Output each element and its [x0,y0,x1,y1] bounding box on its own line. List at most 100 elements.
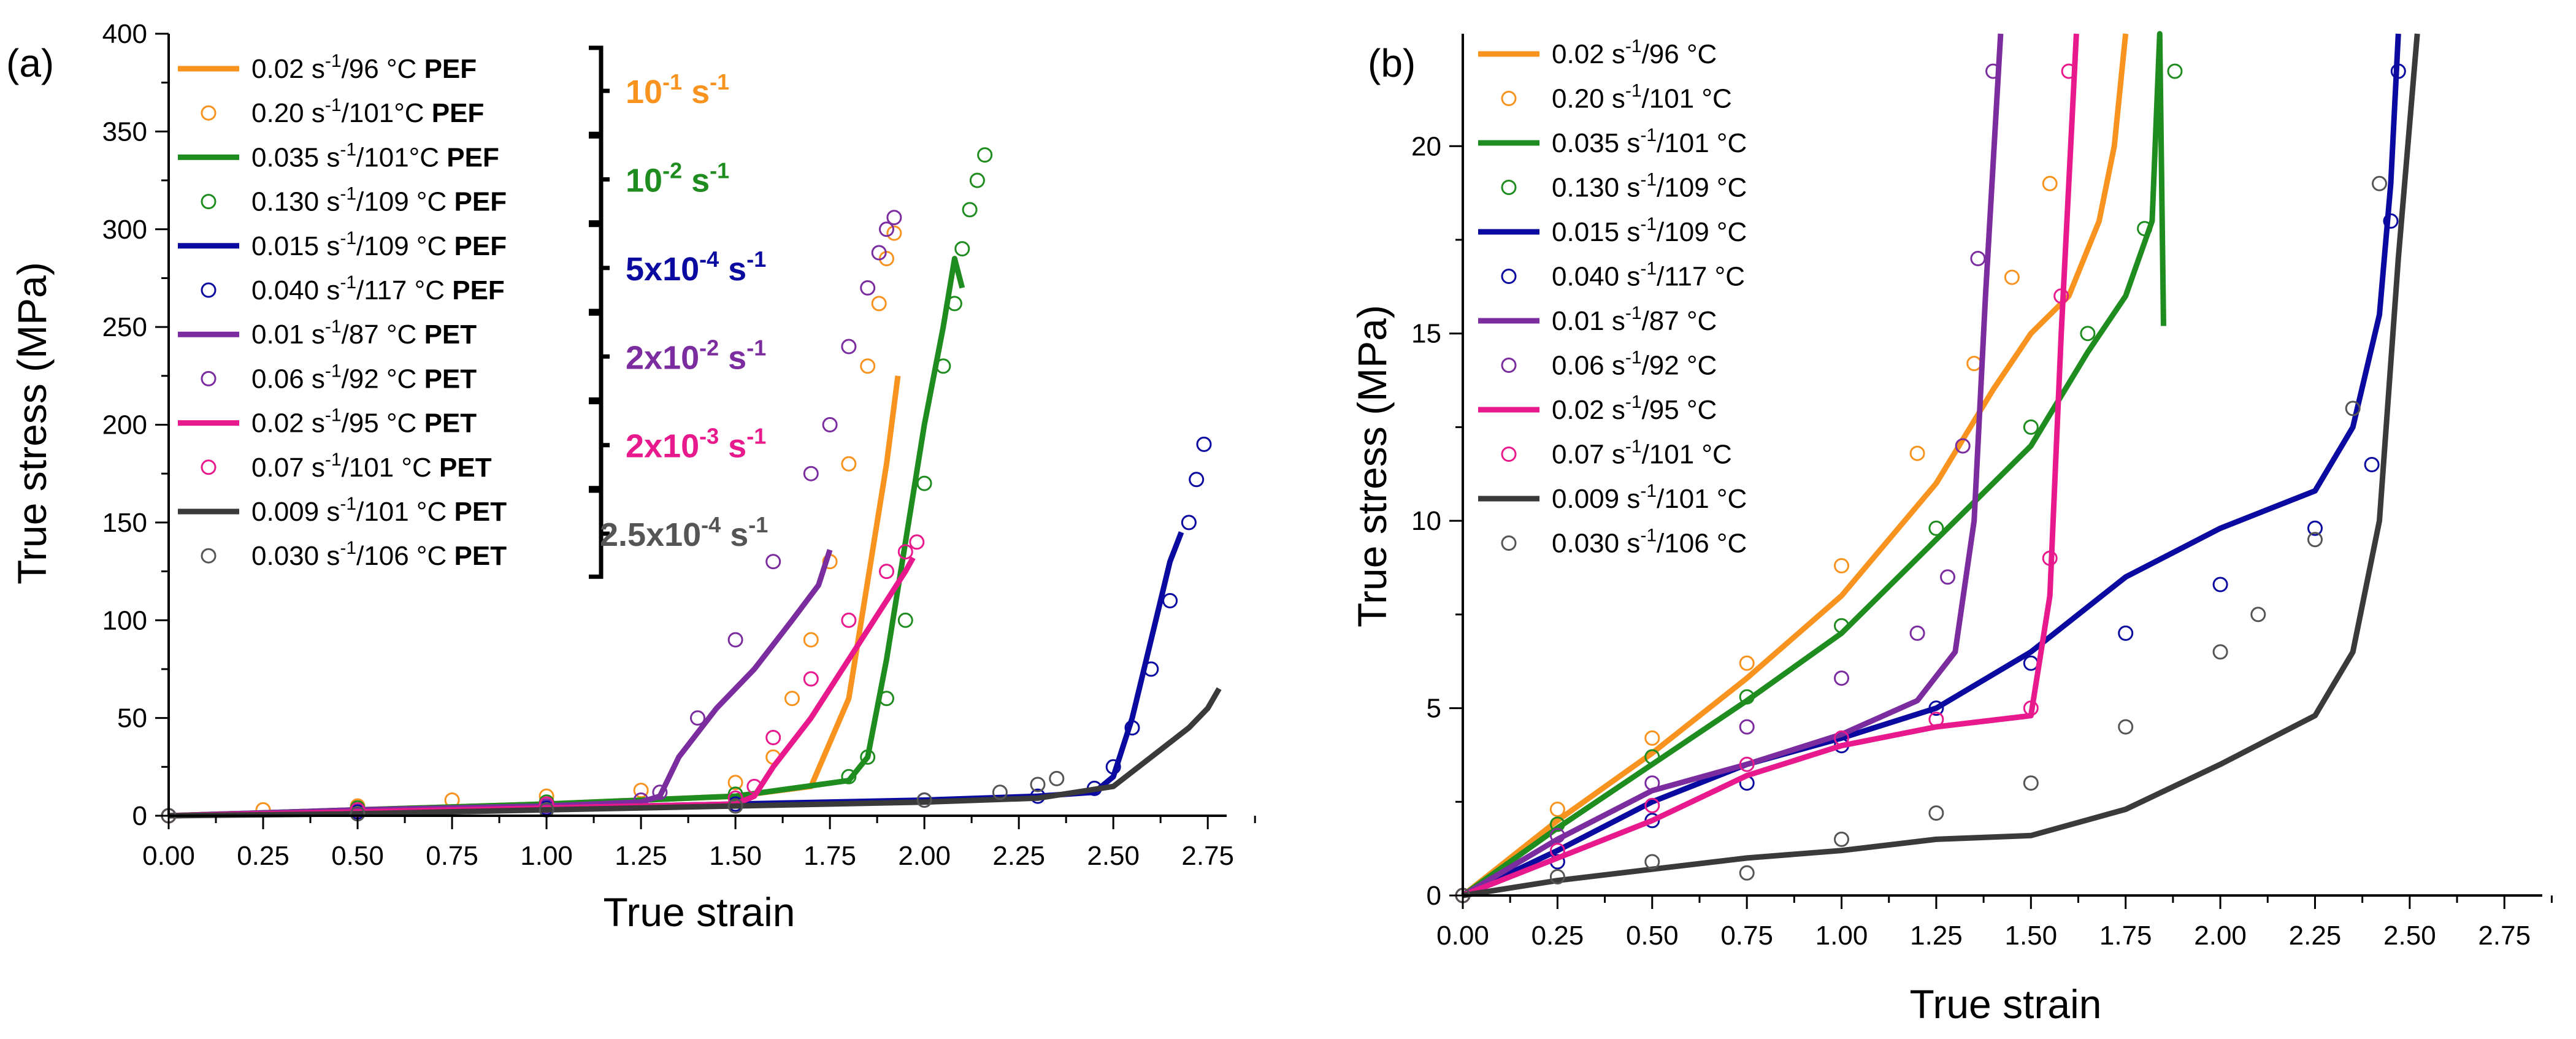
legend-label-main: 0.030 s [251,541,340,571]
y-tick-label: 5 [1427,694,1441,724]
data-point [935,358,951,374]
rate-label: 2.5x10-4 s-1 [600,512,768,553]
data-point [1124,720,1140,736]
rate-label-unit: s [719,251,746,288]
legend-item: 0.030 s-1/106 °C PET [201,538,507,571]
legend-label-sup: -1 [1640,259,1657,279]
legend-label: 0.02 s-1/95 °C PET [251,405,477,439]
x-tick-label: 2.50 [1087,841,1140,871]
data-point [954,241,970,257]
series-purple-line [1461,33,2004,898]
legend-label: 0.01 s-1/87 °C PET [251,316,477,350]
x-tick-label: 1.75 [2099,921,2152,951]
data-point [2212,644,2228,660]
rate-label-base: 5x10 [626,251,699,288]
data-point [1928,520,1944,536]
data-point [1181,515,1197,531]
data-point [2118,719,2134,735]
rate-label: 10-1 s-1 [626,69,729,110]
legend-circle-swatch [1501,91,1517,106]
data-point [727,632,743,648]
data-point [879,564,894,580]
data-point [897,544,913,560]
legend-item: 0.06 s-1/92 °C [1501,348,1717,381]
y-tick-label: 10 [1411,506,1441,536]
data-point [1644,775,1660,791]
rate-label-base: 2x10 [626,428,699,465]
data-point [860,280,876,296]
legend-label-rest: /101 °C [342,453,439,483]
rate-group: 5x10-4 s-1 [589,223,766,313]
data-point [1739,689,1755,705]
legend-label: 0.20 s-1/101°C PEF [251,95,484,128]
legend-label-rest: /109 °C [356,187,454,217]
legend-label-rest: /96 °C [342,54,424,84]
legend-label: 0.009 s-1/101 °C PET [251,494,507,527]
legend-label-sup: -1 [340,272,356,293]
legend-label-sup: -1 [325,450,342,470]
legend-label-sup: -1 [1625,437,1642,457]
legend-label-main: 0.02 s [251,54,325,84]
legend-label-material: PET [454,497,507,527]
x-tick-label: 1.25 [1910,921,1963,951]
data-point [2137,221,2153,237]
data-point [962,202,978,218]
rate-label: 5x10-4 s-1 [626,247,766,288]
y-tick-label: 250 [102,312,147,342]
data-point [1970,251,1986,266]
legend-label-material: PET [454,541,507,571]
data-point [897,612,913,628]
legend-label-main: 0.015 s [251,231,340,261]
legend-label-sup: -1 [1625,81,1642,101]
legend-label: 0.01 s-1/87 °C [1552,303,1717,336]
rate-group: 2x10-3 s-1 [589,400,766,491]
x-tick-label: 2.75 [1181,841,1234,871]
data-point [992,784,1008,800]
data-point [841,339,857,355]
x-axis-title: True strain [1910,981,2102,1027]
data-point [2372,175,2387,191]
legend-label-rest: /96 °C [1642,39,1717,69]
legend-label-rest: /95 °C [1642,395,1717,425]
x-tick-label: 2.75 [2478,921,2531,951]
rate-label-unit: s [682,74,710,110]
legend-label-rest: /117 °C [356,275,452,305]
data-point [2023,700,2039,716]
legend-label-rest: /101 °C [356,497,454,527]
data-point [822,417,838,432]
data-point [2080,326,2096,342]
legend-label: 0.02 s-1/96 °C PEF [251,51,477,84]
rate-label-base: 2x10 [626,339,699,376]
data-point [841,769,857,784]
legend-label-main: 0.030 s [1552,529,1640,559]
x-tick-label: 1.50 [2004,921,2057,951]
legend-item: 0.07 s-1/101 °C [1501,437,1732,470]
rate-group: 2x10-2 s-1 [589,311,766,402]
legend-item: 0.030 s-1/106 °C [1501,526,1747,559]
legend-item: 0.02 s-1/95 °C [1478,392,1717,425]
rate-group: 10-1 s-1 [589,45,729,136]
data-point [727,798,743,814]
rate-group: 2.5x10-4 s-1 [589,488,768,579]
legend-label-material: PET [424,408,477,439]
data-point [1834,831,1849,847]
data-point [886,225,902,241]
data-point [1928,805,1944,821]
legend-item: 0.035 s-1/101 °C [1478,125,1747,158]
legend-label: 0.030 s-1/106 °C PET [251,538,507,571]
y-tick-label: 20 [1411,131,1441,161]
series-line [1461,33,2004,898]
y-axis-title: True stress (MPa) [1349,305,1395,627]
data-point [1940,569,1955,585]
data-point [727,786,743,802]
x-tick-label: 0.50 [331,841,384,871]
series-gray-circles [1455,175,2387,903]
data-point [1105,759,1121,775]
legend-item: 0.07 s-1/101 °C PET [201,450,492,483]
data-point [2250,607,2266,623]
data-point [879,691,894,707]
series-pink-circles [1455,63,2077,903]
legend-label-material: PEF [454,187,507,217]
legend-label-main: 0.040 s [251,275,340,305]
legend-label-rest: /106 °C [356,541,454,571]
